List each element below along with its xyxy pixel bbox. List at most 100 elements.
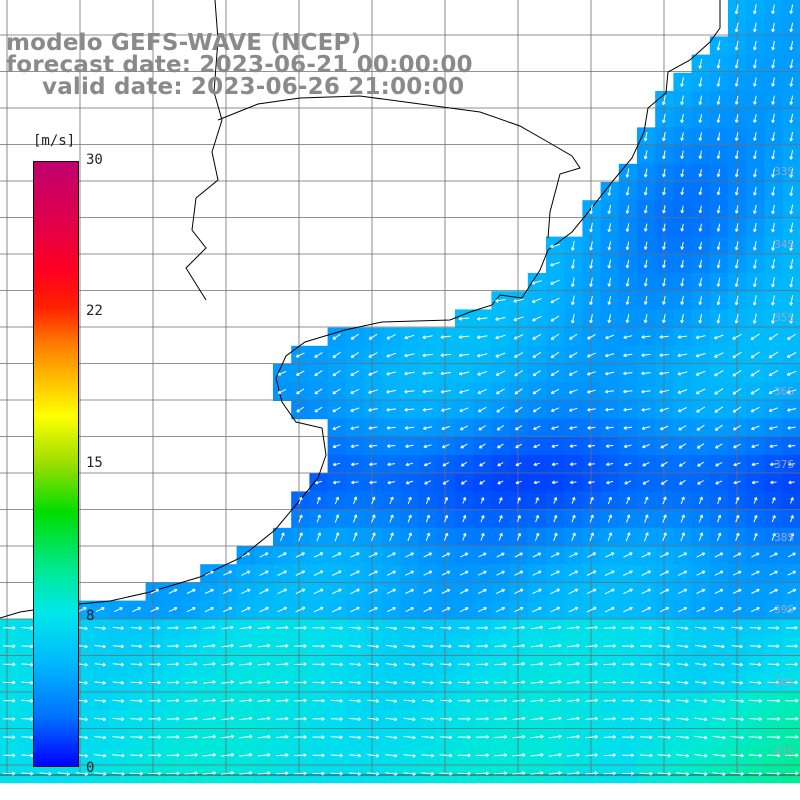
wind-arrow (350, 570, 360, 576)
wind-arrow (316, 514, 321, 523)
wind-arrow (639, 735, 653, 740)
wind-arrow (530, 698, 544, 703)
wind-arrow (732, 552, 742, 558)
wind-arrow (349, 626, 361, 631)
wind-arrow (532, 570, 542, 576)
wind-arrow (349, 644, 361, 649)
wind-arrow (112, 753, 125, 758)
wind-arrow (662, 205, 666, 214)
wind-arrow (386, 588, 397, 595)
wind-arrow (350, 552, 360, 558)
wind-arrow (695, 388, 706, 395)
wind-arrow (332, 388, 341, 395)
wind-arrow (571, 313, 575, 324)
wind-arrow (698, 295, 703, 306)
wind-arrow (748, 753, 763, 758)
wind-arrow (771, 95, 775, 105)
wind-arrow (553, 497, 558, 504)
wind-arrow (440, 407, 451, 412)
wind-arrow (605, 389, 615, 394)
wind-arrow (567, 643, 580, 648)
wind-arrow (730, 717, 744, 722)
wind-arrow (571, 277, 575, 288)
wind-arrow (77, 607, 87, 613)
wind-arrow (589, 204, 593, 215)
wind-arrow (587, 352, 596, 358)
wind-arrow (571, 259, 575, 269)
wind-arrow (680, 313, 684, 324)
wind-arrow (678, 552, 688, 558)
wind-arrow (766, 717, 781, 721)
wind-arrow (749, 626, 762, 630)
wind-arrow (662, 168, 666, 178)
wind-arrow (532, 606, 542, 613)
wind-arrow (403, 699, 416, 703)
wind-arrow (275, 625, 289, 630)
wind-arrow (512, 643, 525, 648)
wind-arrow (220, 771, 235, 775)
wind-arrow (680, 113, 684, 124)
wind-arrow (385, 735, 398, 740)
wind-arrow (371, 532, 376, 542)
wind-arrow (350, 351, 360, 358)
wind-arrow (477, 588, 487, 594)
wind-arrow (734, 95, 739, 105)
wind-arrow (149, 644, 161, 649)
wind-arrow (625, 314, 630, 324)
wind-arrow (534, 532, 540, 541)
wind-arrow (332, 552, 342, 558)
wind-arrow (695, 352, 706, 358)
wind-arrow (75, 772, 89, 776)
wind-arrow (477, 370, 488, 376)
wind-arrow (716, 40, 721, 51)
wind-arrow (641, 371, 651, 376)
wind-arrow (442, 461, 450, 467)
wind-arrow (639, 753, 653, 758)
wind-arrow (643, 259, 648, 269)
wind-arrow (202, 771, 217, 775)
wind-arrow (753, 186, 757, 196)
wind-arrow (514, 388, 523, 395)
wind-arrow (497, 443, 504, 449)
wind-arrow (112, 735, 125, 740)
wind-arrow (202, 716, 216, 721)
wind-arrow (533, 444, 541, 448)
wind-arrow (94, 753, 107, 758)
wind-arrow (476, 680, 489, 685)
wind-arrow (751, 588, 760, 594)
model-title: modelo GEFS-WAVE (NCEP) (6, 30, 362, 56)
wind-arrow (787, 570, 797, 576)
wind-arrow (716, 132, 721, 141)
lat-label: 34S (774, 238, 794, 251)
wind-arrow (368, 588, 378, 595)
wind-arrow (550, 407, 560, 412)
wind-arrow (567, 662, 580, 666)
wind-arrow (696, 552, 706, 558)
wind-arrow (441, 552, 451, 558)
wind-arrow (550, 552, 560, 558)
wind-arrow (275, 643, 289, 648)
wind-arrow (185, 680, 198, 685)
wind-arrow (676, 717, 689, 722)
wind-arrow (676, 735, 690, 740)
wind-arrow (332, 444, 341, 449)
wind-arrow (444, 496, 448, 504)
wind-arrow (771, 295, 775, 306)
wind-arrow (662, 314, 666, 324)
wind-arrow (513, 334, 524, 340)
wind-arrow (257, 625, 271, 630)
wind-arrow (766, 771, 781, 776)
wind-arrow (735, 532, 740, 541)
wind-arrow (495, 316, 506, 321)
wind-arrow (771, 222, 775, 233)
wind-arrow (533, 462, 541, 467)
wind-arrow (660, 479, 668, 485)
wind-arrow (548, 734, 562, 739)
wind-arrow (771, 186, 775, 196)
wind-arrow (786, 389, 797, 394)
wind-arrow (717, 496, 722, 505)
wind-arrow (732, 570, 742, 576)
wind-arrow (530, 625, 544, 630)
wind-arrow (551, 480, 559, 485)
wind-arrow (480, 532, 485, 541)
